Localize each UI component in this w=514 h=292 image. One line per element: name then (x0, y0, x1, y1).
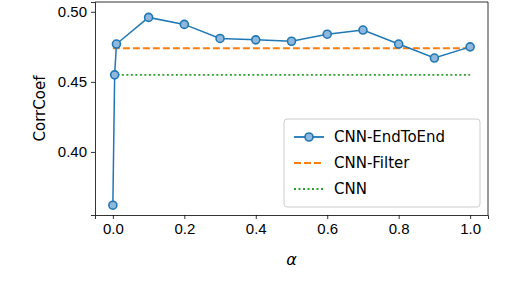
tick-mark (399, 215, 400, 219)
tick-mark (256, 215, 257, 219)
frame (95, 2, 488, 3)
tick-mark (113, 215, 114, 219)
tick-label: 0.8 (389, 220, 410, 237)
y-axis-line (91, 3, 96, 216)
tick: 0.4 (246, 215, 267, 237)
point (288, 37, 296, 45)
point (180, 20, 188, 28)
legend-swatch (294, 162, 324, 164)
chart: 0.0 0.2 0.4 0.6 0.8 1.0 0.40 0.45 0.50 CNN-EndToE… (0, 0, 514, 292)
series-line (113, 74, 470, 76)
y-axis-title: CorrCoef (31, 75, 49, 142)
point (323, 30, 331, 38)
point (359, 26, 367, 34)
point (252, 36, 260, 44)
tick-label: 0.6 (317, 220, 338, 237)
point (145, 13, 153, 21)
point (111, 71, 119, 79)
tick-label: 0.0 (103, 220, 124, 237)
legend: CNN-EndToEnd CNN-Filter CNN (284, 119, 480, 207)
y-axis: 0.40 0.45 0.50 (58, 3, 96, 216)
tick: 0.2 (174, 215, 195, 237)
tick: 0.0 (103, 215, 124, 237)
point (109, 201, 117, 209)
x-axis-title: α (286, 250, 297, 269)
tick-mark (91, 152, 95, 153)
tick: 1.0 (460, 215, 481, 237)
tick: 0.50 (58, 3, 95, 20)
tick-label: 0.50 (58, 3, 87, 20)
tick-mark (184, 215, 185, 219)
tick-mark (91, 12, 95, 13)
point (430, 54, 438, 62)
plot: 0.0 0.2 0.4 0.6 0.8 1.0 0.40 0.45 0.50 CNN-EndToE… (58, 2, 489, 237)
tick-mark (91, 82, 95, 83)
tick-label: 0.4 (246, 220, 267, 237)
tick: 0.45 (58, 73, 95, 90)
point (466, 43, 474, 51)
point (395, 40, 403, 48)
tick-label: 0.2 (174, 220, 195, 237)
point (216, 34, 224, 42)
tick-mark (327, 215, 328, 219)
legend-swatch (294, 188, 324, 190)
legend-box (284, 119, 480, 207)
tick-label: 0.45 (58, 73, 87, 90)
tick: 0.6 (317, 215, 338, 237)
legend-marker (305, 133, 313, 141)
tick: 0.8 (389, 215, 410, 237)
x-axis-line (96, 216, 489, 220)
legend-label: CNN-Filter (334, 154, 410, 172)
legend-label: CNN-EndToEnd (334, 128, 445, 146)
frame (488, 2, 489, 215)
tick-label: 1.0 (460, 220, 481, 237)
point (112, 40, 120, 48)
series-line (113, 47, 470, 49)
tick-mark (470, 215, 471, 219)
legend-label: CNN (334, 180, 367, 198)
x-axis: 0.0 0.2 0.4 0.6 0.8 1.0 (96, 215, 489, 237)
tick-label: 0.40 (58, 143, 87, 160)
tick: 0.40 (58, 143, 95, 160)
